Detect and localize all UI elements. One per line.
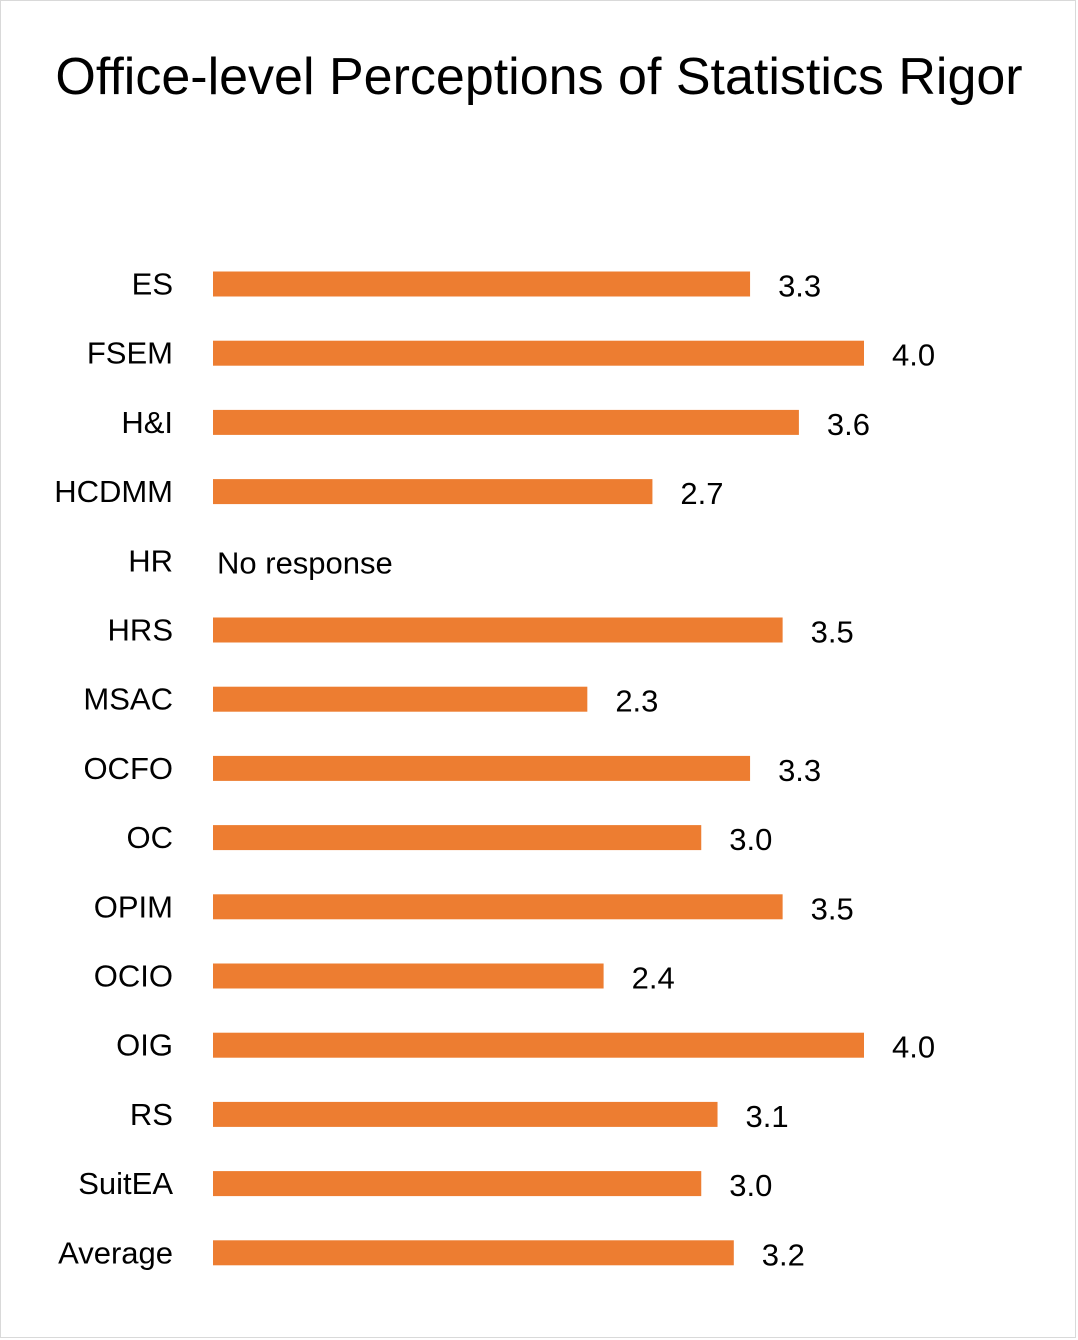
value-label-hr: No response [217, 545, 393, 580]
category-label-ocfo: OCFO [83, 751, 173, 786]
category-label-oig: OIG [116, 1028, 173, 1063]
value-label-ocio: 2.4 [632, 961, 675, 996]
bar-rs [213, 1101, 718, 1127]
value-label-suitea: 3.0 [729, 1168, 772, 1203]
value-label-average: 3.2 [762, 1237, 805, 1272]
bar-suitea [213, 1171, 702, 1197]
bar-handi [213, 409, 799, 435]
category-label-hcdmm: HCDMM [54, 474, 173, 509]
value-label-hrs: 3.5 [811, 615, 854, 650]
value-label-oc: 3.0 [729, 822, 772, 857]
value-label-fsem: 4.0 [892, 338, 935, 373]
category-label-fsem: FSEM [87, 336, 173, 371]
value-label-ocfo: 3.3 [778, 753, 821, 788]
bar-msac [213, 686, 588, 712]
bar-ocio [213, 963, 604, 989]
bar-es [213, 271, 751, 297]
value-label-hcdmm: 2.7 [680, 476, 723, 511]
value-label-oig: 4.0 [892, 1030, 935, 1065]
category-label-average: Average [58, 1235, 173, 1270]
category-label-es: ES [132, 267, 173, 302]
value-label-msac: 2.3 [615, 684, 658, 719]
category-label-rs: RS [130, 1097, 173, 1132]
bar-oig [213, 1032, 864, 1058]
value-label-rs: 3.1 [746, 1099, 789, 1134]
bar-fsem [213, 340, 864, 366]
value-label-es: 3.3 [778, 269, 821, 304]
bar-ocfo [213, 755, 751, 781]
value-label-handi: 3.6 [827, 407, 870, 442]
category-label-suitea: SuitEA [78, 1166, 173, 1201]
value-labels: 3.34.03.62.7No response3.52.33.33.03.52.… [217, 269, 935, 1273]
chart-title: Office-level Perceptions of Statistics R… [55, 48, 1023, 106]
bar-average [213, 1240, 734, 1266]
category-labels: ES FSEM H&I HCDMM HR HRS MSAC OCFO OC OPIM OCIO OIG… [54, 267, 173, 1271]
bar-hcdmm [213, 479, 653, 505]
category-label-hr: HR [128, 543, 173, 578]
bars [213, 271, 864, 1266]
category-label-opim: OPIM [94, 889, 173, 924]
category-label-hrs: HRS [108, 613, 173, 648]
bar-oc [213, 825, 702, 851]
category-label-msac: MSAC [83, 682, 173, 717]
category-label-ocio: OCIO [94, 959, 173, 994]
category-label-handi: H&I [121, 405, 173, 440]
bar-opim [213, 894, 783, 920]
bar-hrs [213, 617, 783, 643]
category-label-oc: OC [127, 820, 174, 855]
value-label-opim: 3.5 [811, 891, 854, 926]
